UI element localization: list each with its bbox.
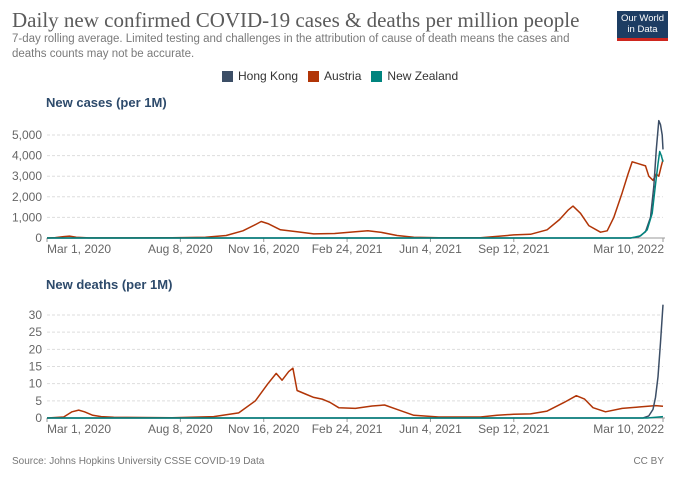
y-tick-label: 25 <box>29 325 43 339</box>
legend-label: New Zealand <box>387 69 459 83</box>
x-tick-label: Feb 24, 2021 <box>312 242 383 256</box>
y-tick-label: 15 <box>29 360 43 374</box>
series-line-new-zealand <box>47 415 664 419</box>
y-tick-label: 1,000 <box>12 210 42 224</box>
series-line-new-zealand <box>47 150 664 239</box>
x-tick-label: Mar 1, 2020 <box>47 242 111 256</box>
legend-swatch <box>308 70 320 82</box>
y-tick-label: 10 <box>29 377 43 391</box>
legend-label: Austria <box>324 69 362 83</box>
x-tick-label: Sep 12, 2021 <box>478 422 550 436</box>
y-tick-label: 0 <box>35 231 42 245</box>
y-tick-label: 20 <box>29 342 43 356</box>
legend: Hong Kong Austria New Zealand <box>222 69 458 83</box>
y-tick-label: 0 <box>35 411 42 425</box>
x-tick-label: Mar 10, 2022 <box>593 242 664 256</box>
deaths-panel-title: New deaths (per 1M) <box>46 277 173 292</box>
y-tick-label: 2,000 <box>12 190 42 204</box>
x-tick-label: Nov 16, 2020 <box>228 242 300 256</box>
x-tick-label: Jun 4, 2021 <box>399 422 462 436</box>
x-tick-label: Jun 4, 2021 <box>399 242 462 256</box>
source-note: Source: Johns Hopkins University CSSE CO… <box>12 456 265 467</box>
legend-swatch <box>222 70 233 82</box>
series-line-austria <box>46 159 664 239</box>
legend-label: Hong Kong <box>238 69 299 83</box>
chart-subtitle: 7-day rolling average. Limited testing a… <box>12 33 570 60</box>
series-line-austria <box>46 367 664 419</box>
x-tick-label: Aug 8, 2020 <box>148 242 213 256</box>
y-tick-label: 4,000 <box>12 149 42 163</box>
series-line-hong-kong <box>47 119 664 239</box>
y-tick-label: 30 <box>29 308 43 322</box>
owid-logo[interactable]: Our World in Data <box>617 11 668 41</box>
x-tick-label: Nov 16, 2020 <box>228 422 300 436</box>
y-tick-label: 3,000 <box>12 169 42 183</box>
legend-swatch <box>371 70 383 82</box>
x-tick-label: Aug 8, 2020 <box>148 422 213 436</box>
chart-title: Daily new confirmed COVID-19 cases & dea… <box>12 8 580 32</box>
legend-item-new-zealand[interactable]: New Zealand <box>371 69 458 83</box>
y-tick-label: 5 <box>35 394 42 408</box>
license-link[interactable]: CC BY <box>633 456 664 467</box>
legend-item-hong-kong[interactable]: Hong Kong <box>222 69 298 83</box>
x-tick-label: Mar 1, 2020 <box>47 422 111 436</box>
x-tick-label: Feb 24, 2021 <box>312 422 383 436</box>
cases-panel-title: New cases (per 1M) <box>46 95 167 110</box>
x-tick-label: Sep 12, 2021 <box>478 242 550 256</box>
y-tick-label: 5,000 <box>12 128 42 142</box>
legend-item-austria[interactable]: Austria <box>308 69 361 83</box>
x-tick-label: Mar 10, 2022 <box>593 422 664 436</box>
